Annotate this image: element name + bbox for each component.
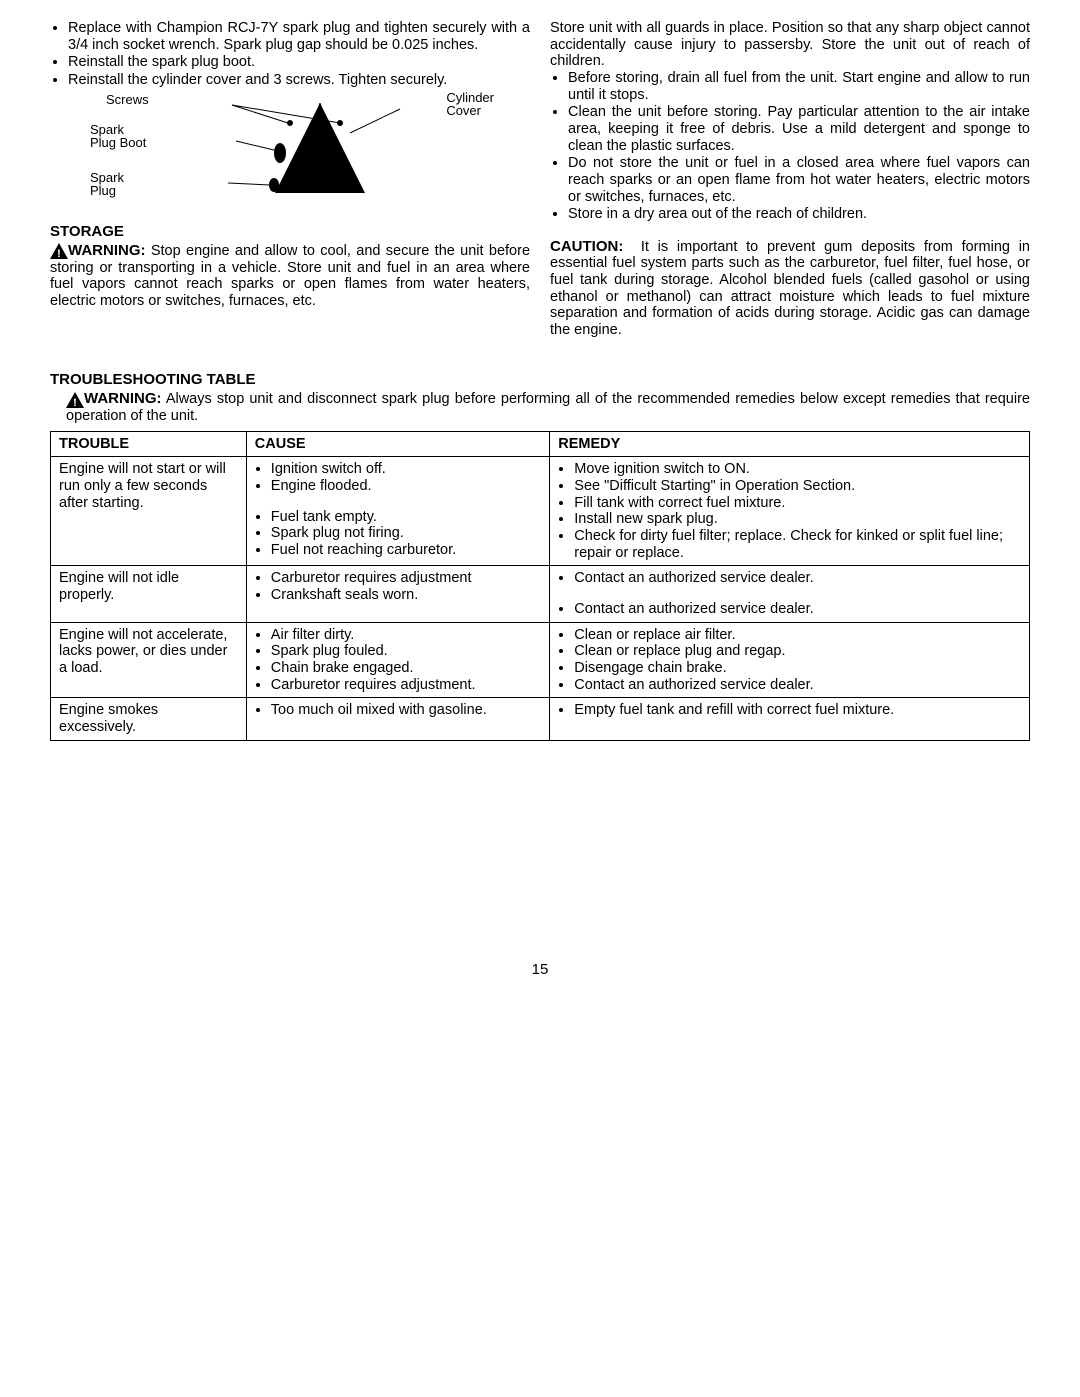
col-trouble: TROUBLE — [51, 431, 247, 457]
step-item: Reinstall the cylinder cover and 3 screw… — [68, 72, 530, 89]
remedy-item: Empty fuel tank and refill with correct … — [574, 702, 1021, 719]
two-column-layout: Replace with Champion RCJ-7Y spark plug … — [50, 20, 1030, 353]
diagram-cylinder-cover: Screws CylinderCover SparkPlug Boot Spar… — [86, 93, 494, 213]
cause-item: Ignition switch off. — [271, 461, 541, 478]
remedy-item: Contact an authorized service dealer. — [574, 570, 1021, 587]
remedy-cell: Clean or replace air filter.Clean or rep… — [550, 622, 1030, 698]
trouble-cell: Engine smokes excessively. — [51, 698, 247, 740]
remedy-item: Check for dirty fuel filter; replace. Ch… — [574, 528, 1021, 561]
warning-text: Always stop unit and disconnect spark pl… — [66, 391, 1030, 424]
col-cause: CAUSE — [246, 431, 549, 457]
remedy-item: Contact an authorized service dealer. — [574, 677, 1021, 694]
remedy-item: Contact an authorized service dealer. — [574, 601, 1021, 618]
svg-text:!: ! — [73, 397, 77, 408]
storage-heading: STORAGE — [50, 223, 530, 240]
remedy-item: Move ignition switch to ON. — [574, 461, 1021, 478]
troubleshoot-warning: ! WARNING: Always stop unit and disconne… — [50, 390, 1030, 424]
storage-item: Store in a dry area out of the reach of … — [568, 206, 1030, 223]
cause-item: Fuel not reaching carburetor. — [271, 542, 541, 559]
warning-icon: ! — [66, 392, 84, 408]
warning-label: WARNING: — [84, 390, 162, 407]
storage-intro: Store unit with all guards in place. Pos… — [550, 20, 1030, 70]
cause-item: Too much oil mixed with gasoline. — [271, 702, 541, 719]
cause-item: Carburetor requires adjustment — [271, 570, 541, 587]
storage-item: Do not store the unit or fuel in a close… — [568, 155, 1030, 205]
remedy-item: Disengage chain brake. — [574, 660, 1021, 677]
caution-block: CAUTION: It is important to prevent gum … — [550, 238, 1030, 339]
cause-item: Fuel tank empty. — [271, 509, 541, 526]
svg-text:!: ! — [57, 248, 61, 259]
cause-item: Carburetor requires adjustment. — [271, 677, 541, 694]
cause-cell: Too much oil mixed with gasoline. — [246, 698, 549, 740]
label-cylinder-cover: CylinderCover — [446, 91, 494, 117]
warning-icon: ! — [50, 243, 68, 259]
storage-item: Before storing, drain all fuel from the … — [568, 70, 1030, 103]
cause-item: Air filter dirty. — [271, 627, 541, 644]
step-item: Reinstall the spark plug boot. — [68, 54, 530, 71]
remedy-item: Clean or replace air filter. — [574, 627, 1021, 644]
label-screws: Screws — [106, 93, 149, 108]
manual-page: Replace with Champion RCJ-7Y spark plug … — [0, 0, 1080, 998]
storage-warning: ! WARNING: Stop engine and allow to cool… — [50, 242, 530, 310]
label-spark-plug: SparkPlug — [90, 171, 124, 197]
cause-item: Chain brake engaged. — [271, 660, 541, 677]
troubleshooting-heading: TROUBLESHOOTING TABLE — [50, 371, 1030, 388]
remedy-item: See "Difficult Starting" in Operation Se… — [574, 478, 1021, 495]
cause-cell: Ignition switch off.Engine flooded. Fuel … — [246, 457, 549, 566]
table-row: Engine smokes excessively. Too much oil m… — [51, 698, 1030, 740]
table-header-row: TROUBLE CAUSE REMEDY — [51, 431, 1030, 457]
trouble-cell: Engine will not start or will run only a… — [51, 457, 247, 566]
storage-item: Clean the unit before storing. Pay parti… — [568, 104, 1030, 154]
right-column: Store unit with all guards in place. Pos… — [550, 20, 1030, 353]
cause-item: Crankshaft seals worn. — [271, 587, 541, 604]
remedy-cell: Empty fuel tank and refill with correct … — [550, 698, 1030, 740]
storage-bullets: Before storing, drain all fuel from the … — [550, 70, 1030, 223]
label-spark-plug-boot: SparkPlug Boot — [90, 123, 146, 149]
caution-label: CAUTION: — [550, 238, 623, 255]
warning-label: WARNING: — [68, 242, 146, 259]
cause-cell: Carburetor requires adjustmentCrankshaft… — [246, 566, 549, 622]
table-row: Engine will not idle properly.Carburetor… — [51, 566, 1030, 622]
trouble-cell: Engine will not accelerate, lacks power,… — [51, 622, 247, 698]
table-row: Engine will not start or will run only a… — [51, 457, 1030, 566]
left-column: Replace with Champion RCJ-7Y spark plug … — [50, 20, 530, 353]
remedy-item: Fill tank with correct fuel mixture. — [574, 495, 1021, 512]
remedy-cell: Move ignition switch to ON.See "Difficul… — [550, 457, 1030, 566]
step-item: Replace with Champion RCJ-7Y spark plug … — [68, 20, 530, 53]
trouble-cell: Engine will not idle properly. — [51, 566, 247, 622]
diagram-svg — [86, 93, 494, 213]
page-number: 15 — [50, 961, 1030, 978]
cause-item: Spark plug fouled. — [271, 643, 541, 660]
cause-item: Engine flooded. — [271, 478, 541, 495]
troubleshooting-table: TROUBLE CAUSE REMEDY Engine will not sta… — [50, 431, 1030, 741]
remedy-item: Clean or replace plug and regap. — [574, 643, 1021, 660]
cause-cell: Air filter dirty.Spark plug fouled.Chain… — [246, 622, 549, 698]
col-remedy: REMEDY — [550, 431, 1030, 457]
cause-item: Spark plug not firing. — [271, 525, 541, 542]
table-body: Engine will not start or will run only a… — [51, 457, 1030, 740]
remedy-cell: Contact an authorized service dealer. Con… — [550, 566, 1030, 622]
maintenance-steps-list: Replace with Champion RCJ-7Y spark plug … — [50, 20, 530, 89]
table-row: Engine will not accelerate, lacks power,… — [51, 622, 1030, 698]
remedy-item: Install new spark plug. — [574, 511, 1021, 528]
